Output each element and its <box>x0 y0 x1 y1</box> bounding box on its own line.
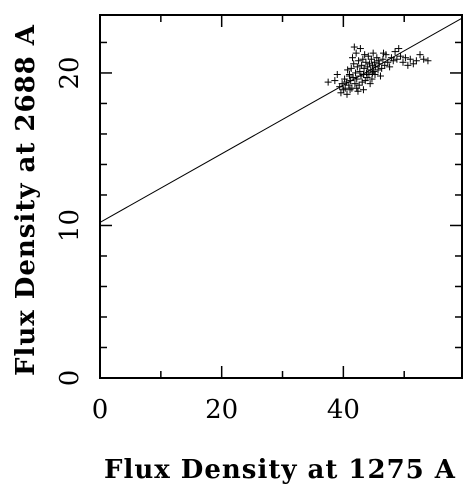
fit-line <box>99 17 463 223</box>
data-point <box>397 52 405 60</box>
data-point <box>356 67 364 75</box>
data-point <box>384 58 392 66</box>
plot-frame <box>99 14 463 379</box>
data-point <box>341 75 349 83</box>
data-point <box>350 60 358 68</box>
y-tick-label: 10 <box>55 209 85 242</box>
data-point <box>347 64 355 72</box>
data-point <box>369 61 377 69</box>
data-point <box>386 63 394 71</box>
data-point <box>412 57 420 65</box>
y-tick-label: 0 <box>55 370 85 387</box>
data-point <box>369 49 377 57</box>
data-point <box>359 86 367 94</box>
data-point <box>373 54 381 62</box>
data-point <box>399 58 407 66</box>
x-tick-label: 20 <box>205 395 238 425</box>
data-point <box>401 54 409 62</box>
data-point <box>376 72 384 80</box>
data-point <box>367 55 375 63</box>
data-point <box>380 49 388 57</box>
data-point <box>359 55 367 63</box>
data-point <box>366 80 374 88</box>
data-point <box>344 66 352 74</box>
data-point <box>333 70 341 78</box>
data-point <box>356 45 364 53</box>
x-axis-label: Flux Density at 1275 A <box>104 455 456 485</box>
data-point <box>339 86 347 94</box>
data-point <box>375 60 383 68</box>
data-point <box>360 64 368 72</box>
data-point <box>364 63 372 71</box>
data-point <box>370 67 378 75</box>
data-point <box>331 77 339 85</box>
data-point <box>366 60 374 68</box>
data-point <box>364 52 372 60</box>
data-point <box>379 55 387 63</box>
data-point <box>404 61 412 69</box>
data-point <box>345 70 353 78</box>
data-point <box>351 80 359 88</box>
data-point <box>374 66 382 74</box>
data-point <box>378 64 386 72</box>
data-point <box>338 80 346 88</box>
data-point <box>395 45 403 53</box>
data-point <box>375 57 383 65</box>
data-point <box>365 70 373 78</box>
data-point <box>387 54 395 62</box>
data-point <box>368 75 376 83</box>
data-point <box>350 43 358 51</box>
data-point <box>381 61 389 69</box>
data-point <box>420 55 428 63</box>
data-point <box>358 78 366 86</box>
data-point <box>424 57 432 65</box>
data-point <box>349 74 357 82</box>
data-point <box>409 60 417 68</box>
data-points <box>324 43 432 98</box>
data-point <box>370 58 378 66</box>
data-point <box>361 77 369 85</box>
tick-labels: 0 20 40 0 10 20 <box>55 56 360 425</box>
data-point <box>367 66 375 74</box>
data-point <box>345 81 353 89</box>
data-point <box>353 84 361 92</box>
data-point <box>362 58 370 66</box>
data-point <box>406 55 414 63</box>
data-point <box>361 51 369 59</box>
data-point <box>352 49 360 57</box>
data-point <box>389 57 397 65</box>
data-point <box>346 86 354 94</box>
data-point <box>355 57 363 65</box>
data-point <box>352 69 360 77</box>
data-point <box>391 48 399 56</box>
data-point <box>353 63 361 71</box>
y-tick-label: 20 <box>55 56 85 89</box>
x-tick-label: 0 <box>92 395 109 425</box>
data-point <box>369 69 377 77</box>
data-point <box>363 74 371 82</box>
x-tick-label: 40 <box>327 395 360 425</box>
data-point <box>393 55 401 63</box>
data-point <box>341 84 349 92</box>
data-point <box>353 75 361 83</box>
data-point <box>324 78 332 86</box>
data-point <box>348 54 356 62</box>
data-point <box>416 51 424 59</box>
y-axis-label: Flux Density at 2688 A <box>11 24 41 376</box>
data-point <box>343 90 351 98</box>
axis-ticks <box>99 15 462 379</box>
data-point <box>354 87 362 95</box>
